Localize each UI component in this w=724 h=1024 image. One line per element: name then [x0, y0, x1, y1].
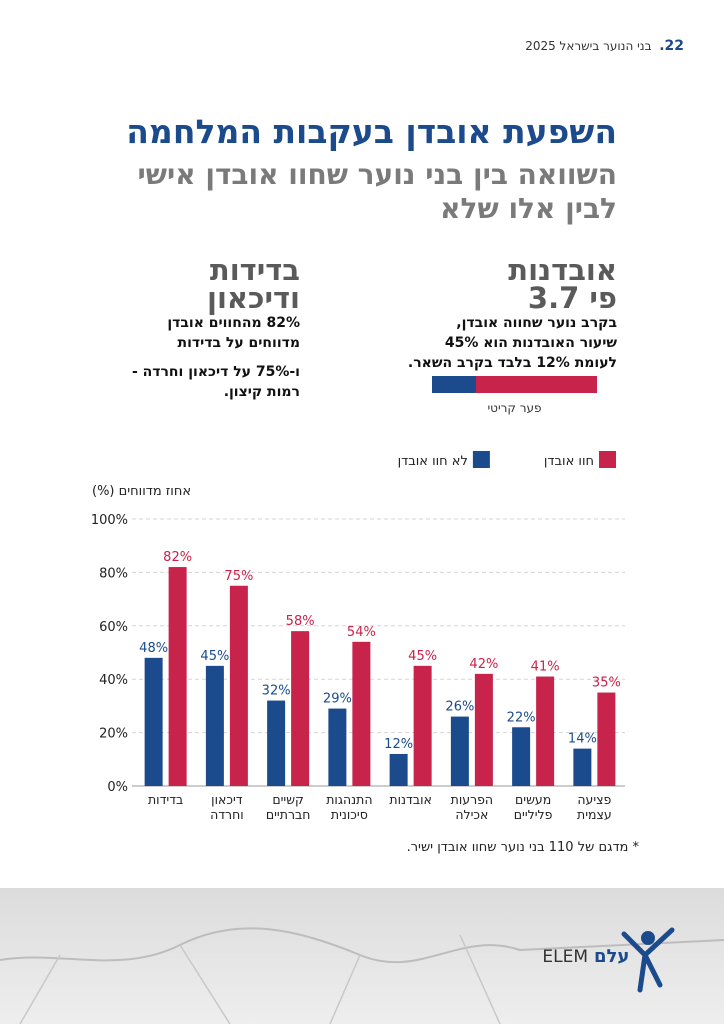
- bar: [229, 585, 248, 786]
- value-label: 12%: [384, 737, 413, 752]
- publication: בני הנוער בישראל 2025: [525, 39, 652, 53]
- block-heading: פי 3.7: [527, 281, 617, 315]
- bar: [512, 727, 531, 786]
- x-tick-label: בדידות: [147, 792, 184, 807]
- legend-swatch: [472, 451, 490, 468]
- x-tick-label: קשיים חברתיים: [265, 792, 311, 822]
- x-tick-label: פציעה עצמית: [577, 792, 612, 822]
- x-tick-label: אובדנות: [389, 792, 432, 807]
- value-label: 75%: [224, 569, 253, 584]
- title: השפעת אובדן בעקבות המלחמה: [126, 112, 617, 151]
- block-heading: ודיכאון: [207, 281, 300, 315]
- subtitle: השוואה בין בני נוער שחוו אובדן אישי לבין…: [137, 158, 618, 225]
- page-header: 22. בני הנוער בישראל 2025: [525, 38, 684, 54]
- bar: [536, 676, 555, 786]
- value-label: 48%: [139, 641, 168, 656]
- y-axis-label: אחוז מדווחים (%): [92, 484, 192, 499]
- value-label: 54%: [347, 625, 376, 640]
- bar: [573, 748, 592, 786]
- value-label: 41%: [531, 660, 560, 675]
- x-tick-label: מעשים פליליים: [513, 792, 553, 822]
- x-tick-label: הפרעות אכילה: [450, 792, 494, 822]
- gap-bar-low: [432, 376, 476, 393]
- value-label: 42%: [469, 657, 498, 672]
- legend-swatch: [599, 451, 616, 468]
- y-tick-label: 100%: [91, 513, 128, 528]
- bar: [267, 700, 286, 786]
- logo-latin: ELEM: [542, 947, 588, 967]
- legend-label: חוו אובדן: [544, 454, 594, 469]
- block-text: רמות קיצון.: [223, 384, 300, 400]
- block-text: שיעור האובדנות הוא 45%: [444, 335, 617, 351]
- logo-hebrew: עלם: [594, 946, 629, 967]
- block-text: ו-75% על דיכאון וחרדה -: [131, 364, 300, 380]
- x-tick-label: התנהגות סיכונית: [326, 792, 373, 822]
- value-label: 29%: [323, 692, 352, 707]
- legend-label: לא חוו אובדן: [398, 454, 468, 469]
- page-number: 22.: [659, 38, 684, 54]
- bar: [389, 753, 408, 786]
- y-tick-label: 80%: [99, 566, 128, 581]
- value-label: 45%: [408, 649, 437, 664]
- crack: [0, 927, 724, 964]
- bar: [205, 665, 224, 786]
- gap-bar-label: פער קריטי: [487, 401, 541, 415]
- block-text: בקרב נוער שחווה אובדן,: [456, 315, 617, 331]
- y-tick-label: 60%: [99, 620, 128, 635]
- value-label: 22%: [507, 710, 536, 725]
- block-text: לעומת 12% בלבד בקרב השאר.: [407, 355, 617, 371]
- logo-figure: [621, 927, 675, 993]
- block-heading: בדידות: [209, 253, 300, 287]
- bar: [450, 716, 469, 786]
- bar: [144, 657, 163, 786]
- value-label: 45%: [200, 649, 229, 664]
- value-label: 35%: [592, 676, 621, 691]
- x-tick-label: דיכאון וחרדה: [210, 792, 244, 822]
- value-label: 82%: [163, 550, 192, 565]
- value-label: 26%: [445, 700, 474, 715]
- value-label: 58%: [286, 614, 315, 629]
- block-text: מדווחים על בדידות: [177, 335, 301, 351]
- bar: [291, 631, 310, 786]
- block-text: 82% מהחווים אובדן: [167, 315, 300, 331]
- y-tick-label: 0%: [107, 780, 128, 795]
- bar: [168, 567, 187, 786]
- bar: [413, 665, 432, 786]
- bar: [597, 692, 616, 786]
- value-label: 32%: [262, 684, 291, 699]
- block-heading: אובדנות: [508, 253, 617, 287]
- y-tick-label: 40%: [99, 673, 128, 688]
- footnote: * מדגם של 110 בני נוער שחוו אובדן ישיר.: [406, 840, 639, 855]
- crack: [19, 934, 501, 1024]
- value-label: 14%: [568, 732, 597, 747]
- y-tick-label: 20%: [99, 727, 128, 742]
- bar: [474, 673, 493, 786]
- bar: [352, 641, 371, 786]
- bar: [328, 708, 347, 786]
